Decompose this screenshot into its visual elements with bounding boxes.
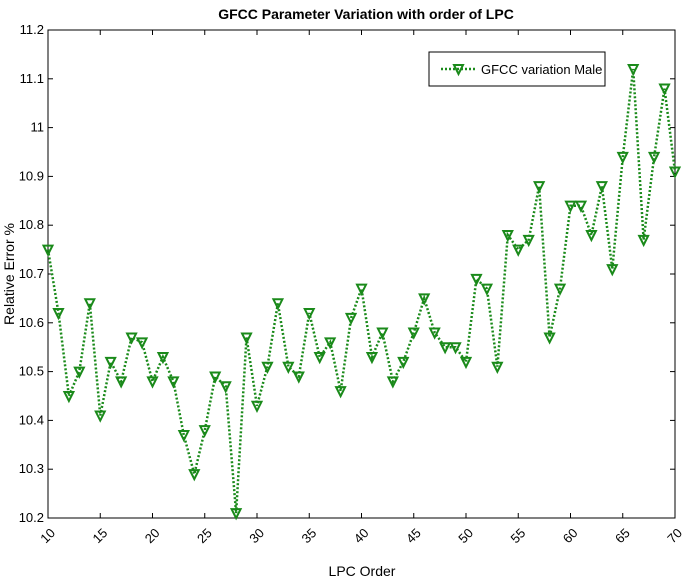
data-point-marker — [574, 200, 588, 213]
y-tick-label: 10.7 — [19, 266, 44, 281]
data-point-marker — [177, 430, 190, 443]
data-point-marker — [616, 151, 629, 165]
data-point-marker — [52, 308, 65, 321]
data-point-marker — [491, 361, 504, 374]
data-point-marker — [438, 342, 452, 355]
data-point-marker — [73, 366, 86, 379]
data-point-marker — [658, 83, 671, 96]
data-point-marker — [543, 332, 556, 345]
x-axis-label: LPC Order — [329, 563, 396, 579]
chart-title: GFCC Parameter Variation with order of L… — [218, 6, 514, 22]
data-point-marker — [355, 283, 368, 296]
data-point-marker — [198, 425, 211, 438]
data-point-marker — [292, 371, 305, 384]
data-point-marker — [376, 327, 389, 340]
series-layer — [41, 64, 682, 521]
data-point-marker — [386, 376, 399, 389]
legend-marker — [452, 64, 465, 77]
y-tick-label: 11.1 — [20, 71, 44, 86]
y-tick-label: 11 — [31, 120, 45, 135]
x-tick-label: 40 — [351, 525, 372, 546]
data-point-marker — [146, 376, 159, 389]
data-point-marker — [668, 166, 682, 179]
data-point-marker — [104, 356, 117, 370]
y-tick-label: 10.8 — [19, 217, 44, 232]
data-point-marker — [115, 376, 128, 389]
y-axis: 10.2 10.3 10.4 10.5 10.6 10.7 10.8 10.9 11 11.1 11… — [19, 22, 675, 525]
data-point-marker — [595, 181, 608, 194]
data-point-marker — [334, 386, 347, 399]
data-point-marker — [553, 283, 567, 296]
data-point-marker — [240, 332, 253, 345]
y-tick-label: 10.2 — [19, 510, 44, 525]
data-point-marker — [125, 332, 138, 345]
plot-area — [47, 29, 676, 519]
series-line — [46, 68, 677, 514]
data-point-marker — [564, 200, 577, 213]
data-point-marker — [135, 337, 149, 350]
data-point-marker — [501, 229, 514, 243]
data-point-marker — [156, 351, 170, 365]
data-point-marker — [397, 356, 410, 370]
data-point-marker — [459, 356, 473, 370]
data-point-marker — [585, 229, 598, 243]
y-axis-label: Relative Error % — [1, 223, 17, 325]
data-point-marker — [167, 376, 180, 389]
data-point-marker — [271, 298, 285, 311]
data-point-marker — [512, 244, 525, 257]
data-point-marker — [522, 234, 535, 248]
x-tick-label: 25 — [194, 525, 215, 546]
x-tick-label: 10 — [37, 525, 58, 546]
data-point-marker — [62, 391, 76, 404]
legend-label: GFCC variation Male — [481, 62, 602, 77]
data-point-marker — [606, 264, 619, 277]
y-tick-label: 10.4 — [19, 412, 44, 427]
x-tick-label: 20 — [142, 525, 163, 546]
data-point-marker — [83, 298, 96, 311]
data-point-marker — [261, 361, 274, 374]
data-point-marker — [188, 469, 201, 482]
data-point-marker — [533, 181, 546, 194]
x-tick-label: 35 — [298, 525, 319, 546]
x-tick-label: 55 — [507, 525, 528, 546]
data-point-marker — [407, 327, 420, 340]
data-point-marker — [449, 342, 462, 355]
data-point-marker — [418, 293, 431, 306]
y-tick-label: 10.9 — [19, 168, 44, 183]
data-point-marker — [229, 508, 243, 521]
data-point-marker — [365, 351, 379, 365]
data-point-marker — [41, 244, 55, 257]
data-point-marker — [480, 283, 494, 296]
data-point-marker — [470, 273, 483, 287]
data-point-marker — [303, 308, 316, 321]
data-point-marker — [627, 64, 640, 77]
x-tick-label: 45 — [403, 525, 424, 546]
data-point-marker — [428, 327, 441, 340]
data-point-marker — [209, 371, 222, 384]
data-point-marker — [313, 351, 326, 365]
y-tick-label: 10.3 — [19, 461, 44, 476]
data-point-marker — [344, 312, 358, 326]
y-tick-label: 11.2 — [20, 22, 44, 37]
data-point-marker — [324, 337, 337, 350]
x-tick-label: 50 — [455, 525, 476, 546]
data-point-marker — [94, 410, 107, 423]
data-point-marker — [250, 400, 264, 413]
x-tick-label: 65 — [612, 525, 633, 546]
y-tick-label: 10.5 — [19, 364, 44, 379]
x-tick-label: 70 — [664, 525, 685, 546]
y-tick-label: 10.6 — [19, 315, 44, 330]
data-point-marker — [282, 361, 295, 374]
x-tick-label: 30 — [246, 525, 267, 546]
x-tick-label: 15 — [89, 525, 110, 546]
data-point-marker — [647, 151, 661, 165]
data-point-marker — [637, 234, 650, 248]
data-point-marker — [219, 381, 232, 394]
legend: GFCC variation Male — [428, 51, 606, 87]
x-tick-label: 60 — [560, 525, 581, 546]
